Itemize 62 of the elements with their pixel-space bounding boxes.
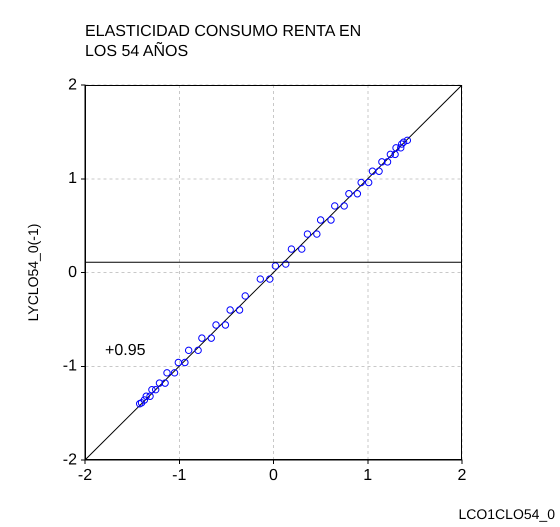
point: [194, 346, 202, 354]
point: [256, 275, 264, 283]
y-tick-label: 1: [68, 170, 78, 188]
point: [148, 386, 156, 394]
point: [212, 321, 220, 329]
x-tick-label: 1: [363, 467, 372, 484]
point: [138, 399, 146, 407]
x-tick-label: 2: [458, 467, 467, 484]
point: [316, 216, 324, 224]
point: [364, 178, 372, 186]
x-tick-label: -1: [172, 467, 186, 484]
point: [375, 168, 383, 175]
y-tick-label: -1: [62, 358, 78, 375]
y-tick-label: 2: [68, 76, 78, 94]
point: [345, 190, 353, 198]
x-axis-title: LCO1CLO54_0: [458, 506, 556, 522]
y-tick-label: -2: [62, 451, 78, 468]
point: [146, 392, 154, 400]
point: [400, 138, 408, 146]
point: [266, 275, 274, 283]
point: [242, 292, 249, 300]
point: [397, 144, 404, 152]
point: [208, 334, 215, 342]
point: [184, 346, 192, 354]
point: [156, 379, 164, 387]
point: [378, 158, 386, 166]
point: [226, 306, 234, 314]
point: [340, 202, 348, 210]
point: [398, 140, 406, 148]
point: [140, 396, 148, 404]
point: [327, 216, 335, 224]
point: [354, 190, 362, 198]
point: [313, 230, 321, 238]
point: [391, 150, 399, 158]
point: [174, 358, 182, 366]
point: [142, 392, 150, 400]
point: [404, 136, 412, 144]
point: [282, 260, 290, 268]
point: [272, 262, 280, 270]
point: [392, 144, 400, 152]
chart-title: ELASTICIDAD CONSUMO RENTA EN LOS 54 AÑOS: [85, 22, 362, 62]
point: [331, 202, 338, 210]
annotation: +0.95: [105, 342, 146, 359]
point: [386, 150, 394, 158]
point: [198, 334, 206, 342]
point: [152, 386, 160, 394]
point: [368, 168, 376, 175]
point: [288, 245, 296, 253]
point: [163, 369, 171, 377]
point: [170, 369, 178, 377]
point: [384, 158, 392, 166]
point: [298, 245, 306, 253]
x-tick-label: 0: [269, 467, 278, 484]
point: [357, 178, 365, 186]
point: [181, 358, 189, 366]
point: [161, 379, 169, 387]
point: [304, 230, 312, 238]
y-axis-title: LYCLO54_0(-1): [25, 224, 41, 322]
y-tick-label: 0: [68, 264, 78, 281]
point: [136, 400, 144, 408]
point: [236, 306, 244, 314]
point: [222, 321, 230, 329]
